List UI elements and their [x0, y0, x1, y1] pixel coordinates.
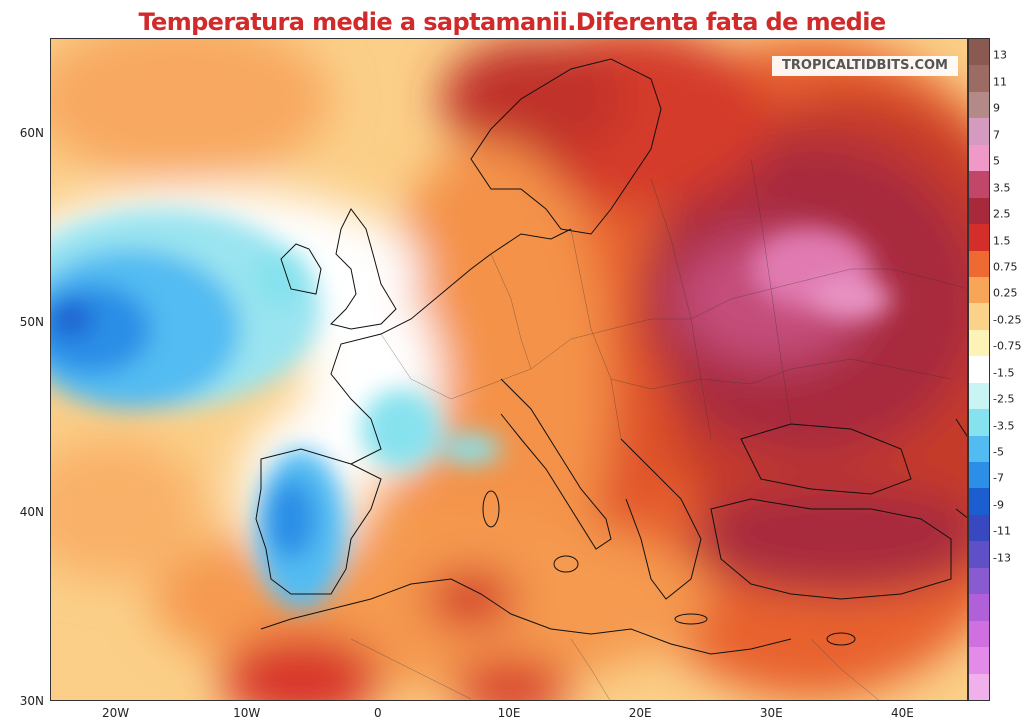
colorbar-level-label: 9 — [993, 101, 1000, 115]
anomaly-field-blobs — [51, 39, 967, 700]
colorbar-level-label: 2.5 — [993, 207, 1011, 221]
lon-tick-label: 10W — [233, 706, 261, 720]
colorbar-level-label: 7 — [993, 128, 1000, 142]
colorbar-segment — [969, 171, 989, 199]
country-borders — [350, 158, 967, 700]
lon-tick-label: 10E — [497, 706, 521, 720]
colorbar-segment — [969, 567, 989, 595]
colorbar-segment — [969, 329, 989, 357]
colorbar-segment — [969, 514, 989, 542]
colorbar-segment — [969, 144, 989, 172]
colorbar-segment — [969, 594, 989, 622]
colorbar-segment — [969, 224, 989, 252]
colorbar-segment — [969, 541, 989, 569]
colorbar-level-label: 5 — [993, 154, 1000, 168]
lon-tick-label: 0 — [374, 706, 382, 720]
colorbar-level-label: -11 — [993, 524, 1011, 538]
longitude-axis: 20W 10W 0 10E 20E 30E 40E — [50, 702, 968, 726]
lon-tick-label: 30E — [759, 706, 783, 720]
coastlines — [255, 58, 967, 655]
lat-tick-label: 50N — [19, 315, 44, 330]
colorbar-segment — [969, 91, 989, 119]
lat-tick-label: 60N — [19, 125, 44, 140]
colorbar — [968, 38, 990, 701]
colorbar-segment — [969, 276, 989, 304]
colorbar-level-label: -13 — [993, 551, 1011, 565]
colorbar-level-label: 0.75 — [993, 260, 1018, 274]
colorbar-level-label: -2.5 — [993, 392, 1015, 406]
lon-tick-label: 20E — [628, 706, 652, 720]
lat-tick-label: 40N — [19, 504, 44, 519]
colorbar-level-label: -5 — [993, 445, 1004, 459]
colorbar-level-label: 1.5 — [993, 234, 1011, 248]
colorbar-segment — [969, 382, 989, 410]
colorbar-segment — [969, 197, 989, 225]
map-title: Temperatura medie a saptamanii.Diferenta… — [138, 8, 886, 36]
latitude-axis: 60N 50N 40N 30N — [0, 38, 48, 708]
colorbar-segment — [969, 673, 989, 701]
colorbar-segment — [969, 39, 989, 66]
lat-tick-label: 30N — [19, 694, 44, 708]
colorbar-level-label: -7 — [993, 471, 1004, 485]
colorbar-level-label: 3.5 — [993, 181, 1011, 195]
colorbar-segment — [969, 303, 989, 331]
colorbar-level-label: -3.5 — [993, 419, 1015, 433]
colorbar-segment — [969, 620, 989, 648]
colorbar-labels: 13 11 9 7 5 3.5 2.5 1.5 0.75 0.25 -0.25 -0.75 -1.5 -2… — [990, 38, 1024, 701]
lon-tick-label: 20W — [101, 706, 130, 720]
colorbar-segment — [969, 409, 989, 437]
colorbar-segment — [969, 488, 989, 516]
colorbar-segment — [969, 435, 989, 463]
colorbar-level-label: 11 — [993, 75, 1007, 89]
colorbar-segment — [969, 118, 989, 146]
colorbar-segment — [969, 356, 989, 384]
colorbar-level-label: -0.25 — [993, 313, 1022, 327]
colorbar-segment — [969, 462, 989, 489]
colorbar-level-label: 13 — [993, 48, 1007, 62]
colorbar-level-label: -9 — [993, 498, 1004, 512]
temperature-anomaly-map — [50, 38, 968, 701]
colorbar-level-label: -1.5 — [993, 366, 1015, 380]
cool-anomaly-blobs — [51, 209, 501, 609]
colorbar-segment — [969, 250, 989, 278]
source-watermark: TROPICALTIDBITS.COM — [772, 56, 958, 76]
colorbar-segment — [969, 647, 989, 675]
lon-tick-label: 40E — [890, 706, 914, 720]
colorbar-segment — [969, 65, 989, 93]
colorbar-level-label: -0.75 — [993, 339, 1022, 353]
colorbar-level-label: 0.25 — [993, 286, 1018, 300]
hot-anomaly-blobs — [751, 229, 891, 319]
